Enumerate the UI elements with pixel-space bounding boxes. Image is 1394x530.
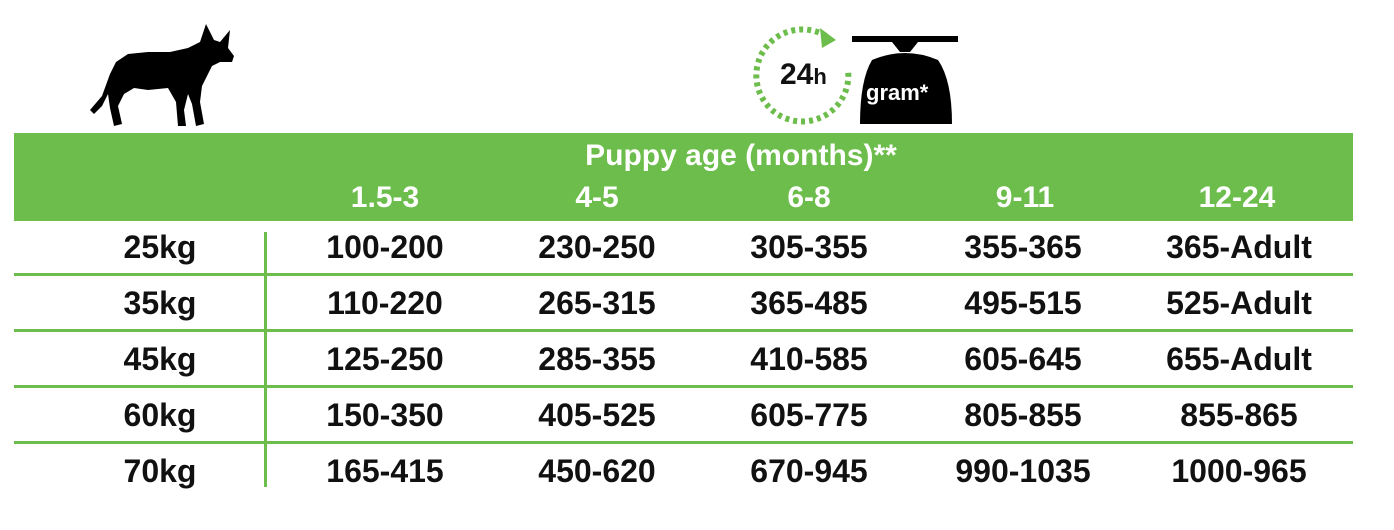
amount-cell: 605-775: [750, 397, 868, 433]
weight-cell: 25kg: [123, 229, 197, 265]
table-row: 70kg 165-415 450-620 670-945 990-1035 10…: [0, 445, 1394, 500]
row-divider: [14, 329, 1353, 332]
amount-cell: 355-365: [964, 229, 1082, 265]
amount-cell: 655-Adult: [1166, 341, 1312, 377]
amount-cell: 805-855: [964, 397, 1082, 433]
weight-cell: 45kg: [123, 341, 197, 377]
amount-cell: 525-Adult: [1166, 285, 1312, 321]
weight-cell: 70kg: [123, 453, 197, 489]
amount-cell: 165-415: [326, 453, 444, 489]
weight-cell: 35kg: [123, 285, 197, 321]
column-divider: [264, 232, 267, 487]
amount-cell: 670-945: [750, 453, 868, 489]
row-divider: [14, 273, 1353, 276]
weighing-scale-icon: [852, 36, 958, 124]
age-column-header: 1.5-3: [350, 181, 420, 214]
green-header: Puppy age (months)** 1.5-3 4-5 6-8 9-11 …: [14, 133, 1353, 221]
amount-cell: 605-645: [964, 341, 1082, 377]
table-row: 25kg 100-200 230-250 305-355 355-365 365…: [0, 221, 1394, 276]
amount-cell: 855-865: [1180, 397, 1298, 433]
amount-cell: 285-355: [538, 341, 656, 377]
scale-label: gram*: [866, 80, 929, 105]
amount-cell: 365-Adult: [1166, 229, 1312, 265]
amount-cell: 450-620: [538, 453, 656, 489]
amount-cell: 305-355: [750, 229, 868, 265]
amount-cell: 495-515: [964, 285, 1082, 321]
age-column-header: 9-11: [995, 181, 1055, 214]
amount-cell: 265-315: [538, 285, 656, 321]
clock-24h-icon: [753, 26, 852, 125]
row-divider: [14, 385, 1353, 388]
amount-cell: 410-585: [750, 341, 868, 377]
row-divider: [14, 441, 1353, 444]
amount-cell: 110-220: [327, 285, 443, 321]
amount-cell: 405-525: [538, 397, 656, 433]
table-row: 45kg 125-250 285-355 410-585 605-645 655…: [0, 333, 1394, 388]
dog-silhouette-icon: [90, 24, 234, 126]
age-column-header: 6-8: [787, 181, 831, 214]
header-title: Puppy age (months)**: [585, 139, 897, 172]
amount-cell: 990-1035: [955, 453, 1091, 489]
amount-cell: 365-485: [750, 285, 868, 321]
age-column-header: 12-24: [1198, 181, 1276, 214]
amount-cell: 230-250: [538, 229, 656, 265]
amount-cell: 150-350: [326, 397, 444, 433]
amount-cell: 125-250: [326, 341, 444, 377]
top-icons: 24h gram*: [0, 0, 1394, 135]
weight-cell: 60kg: [123, 397, 197, 433]
amount-cell: 1000-965: [1171, 453, 1307, 489]
age-column-header: 4-5: [575, 181, 619, 214]
amount-cell: 100-200: [326, 229, 444, 265]
clock-label: 24h: [780, 58, 827, 91]
table-row: 60kg 150-350 405-525 605-775 805-855 855…: [0, 389, 1394, 444]
table-row: 35kg 110-220 265-315 365-485 495-515 525…: [0, 277, 1394, 332]
